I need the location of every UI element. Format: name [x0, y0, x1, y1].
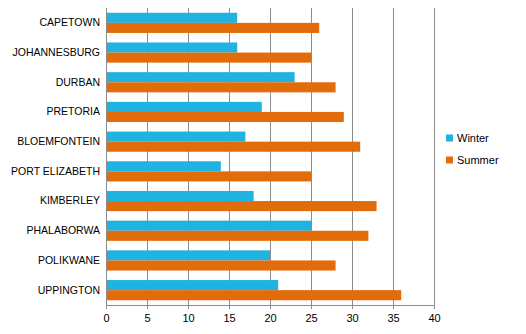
tick: 15	[223, 305, 235, 324]
bar	[106, 13, 237, 23]
category-label: BLOEMFONTEIN	[17, 135, 100, 147]
bar	[106, 161, 221, 171]
legend-label: Winter	[457, 132, 489, 144]
bar	[106, 171, 311, 181]
axis-line	[107, 306, 435, 310]
tick: 25	[305, 305, 317, 324]
category-tick: DURBAN	[56, 76, 106, 88]
bar	[106, 53, 311, 63]
category-label: KIMBERLEY	[40, 194, 100, 206]
chart: 0 5 10 15 20 25 30 35 40 CAPETOWN JOHANNESBURG DURB…	[0, 0, 526, 334]
x-axis: 0 5 10 15 20 25 30 35 40	[103, 305, 440, 324]
bar	[106, 250, 270, 260]
tick-mark	[393, 305, 394, 309]
tick-mark	[311, 305, 312, 309]
legend: Winter Summer	[446, 132, 499, 166]
tick-mark	[106, 305, 107, 309]
category-tick: CAPETOWN	[40, 16, 106, 28]
tick-label: 5	[144, 312, 150, 324]
tick: 10	[182, 305, 194, 324]
category-tick: PORT ELIZABETH	[11, 165, 106, 177]
category-tick: POLIKWANE	[38, 254, 106, 266]
bar	[106, 72, 295, 82]
grid	[106, 8, 434, 305]
category-tick: PHALABORWA	[26, 224, 106, 236]
category-tick: UPPINGTON	[38, 284, 106, 296]
category-tick: JOHANNESBURG	[12, 46, 106, 58]
bar	[106, 231, 368, 241]
bar	[106, 142, 360, 152]
legend-swatch	[446, 135, 453, 142]
tick-label: 25	[305, 312, 317, 324]
bar	[106, 82, 336, 92]
legend-item: Summer	[446, 154, 499, 166]
grid-line	[434, 8, 435, 305]
category-label: CAPETOWN	[40, 16, 100, 28]
bar	[106, 260, 336, 270]
tick-label: 30	[346, 312, 358, 324]
category-label: POLIKWANE	[38, 254, 100, 266]
bar	[106, 191, 254, 201]
tick: 35	[387, 305, 399, 324]
category-label: PORT ELIZABETH	[11, 165, 100, 177]
category-label: PHALABORWA	[26, 224, 100, 236]
axis-line	[106, 9, 107, 306]
y-axis: CAPETOWN JOHANNESBURG DURBAN PRETORIA BLOEMF…	[11, 9, 106, 306]
bar	[106, 290, 401, 300]
bar	[106, 102, 262, 112]
tick-mark	[229, 305, 230, 309]
category-tick: PRETORIA	[47, 105, 106, 117]
category-label: PRETORIA	[47, 105, 100, 117]
category-tick: KIMBERLEY	[40, 194, 106, 206]
legend-swatch	[446, 157, 453, 164]
bar	[106, 42, 237, 52]
tick: 20	[264, 305, 276, 324]
tick-mark	[352, 305, 353, 309]
bar-series	[106, 23, 401, 300]
tick-label: 0	[103, 312, 109, 324]
bar	[106, 221, 311, 231]
grid-line	[106, 8, 107, 305]
category-tick: BLOEMFONTEIN	[17, 135, 106, 147]
tick-mark	[188, 305, 189, 309]
plot: 0 5 10 15 20 25 30 35 40 CAPETOWN JOHANNESBURG DURB…	[11, 8, 441, 324]
bar	[106, 23, 319, 33]
tick-mark	[147, 305, 148, 309]
tick-label: 20	[264, 312, 276, 324]
tick-mark	[270, 305, 271, 309]
tick-label: 35	[387, 312, 399, 324]
bar	[106, 280, 278, 290]
bar	[106, 132, 245, 142]
category-label: UPPINGTON	[38, 284, 100, 296]
grid-line	[393, 8, 394, 305]
category-label: JOHANNESBURG	[12, 46, 100, 58]
bar	[106, 112, 344, 122]
bars	[106, 13, 401, 300]
grid-line	[352, 8, 353, 305]
tick-label: 15	[223, 312, 235, 324]
tick-label: 10	[182, 312, 194, 324]
legend-item: Winter	[446, 132, 489, 144]
bar	[106, 201, 377, 211]
tick: 30	[346, 305, 358, 324]
tick: 5	[144, 305, 150, 324]
legend-label: Summer	[457, 154, 499, 166]
tick: 0	[103, 305, 109, 324]
tick-label: 40	[428, 312, 440, 324]
tick: 40	[428, 305, 440, 324]
tick-mark	[434, 305, 435, 309]
category-label: DURBAN	[56, 76, 100, 88]
